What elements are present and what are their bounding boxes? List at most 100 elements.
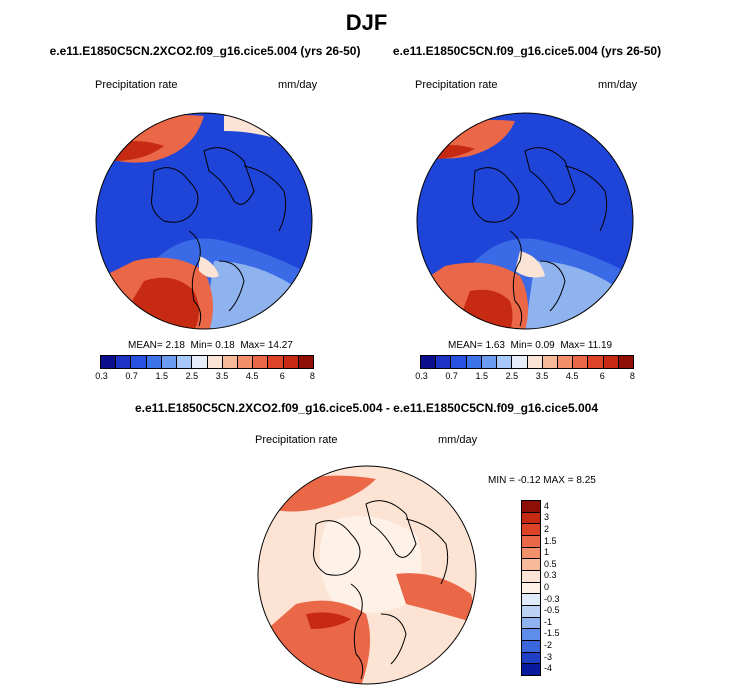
left-polar-map bbox=[94, 111, 314, 331]
left-colorbar-tick-label bbox=[290, 371, 305, 381]
diff-colorbar-tick-label: 0 bbox=[544, 582, 550, 592]
right-colorbar-swatch bbox=[557, 356, 574, 368]
left-colorbar-tick-label: 3.5 bbox=[215, 371, 229, 381]
left-colorbar-swatch bbox=[192, 356, 208, 368]
left-map-coastlines bbox=[151, 147, 287, 327]
right-colorbar-tick-label: 6 bbox=[599, 371, 605, 381]
right-colorbar-swatch bbox=[542, 356, 558, 368]
diff-polar-map bbox=[256, 464, 478, 686]
right-units-label: mm/day bbox=[598, 79, 638, 91]
left-colorbar-ticks: 0.3 0.7 1.5 2.5 3.5 4.5 6 8 bbox=[94, 371, 320, 381]
left-case-title: e.e11.E1850C5CN.2XCO2.f09_g16.cice5.004 … bbox=[49, 44, 361, 58]
right-min-value: 0.09 bbox=[535, 340, 555, 351]
left-colorbar-tick-label bbox=[169, 371, 184, 381]
right-colorbar-tick-label: 4.5 bbox=[565, 371, 579, 381]
right-colorbar-tick-label bbox=[580, 371, 595, 381]
diff-colorbar-swatch bbox=[522, 547, 540, 560]
left-colorbar-swatch bbox=[237, 356, 254, 368]
right-map-coastlines bbox=[472, 147, 608, 327]
right-min-label: Min= bbox=[510, 340, 533, 351]
right-colorbar-ticks: 0.3 0.7 1.5 2.5 3.5 4.5 6 8 bbox=[414, 371, 640, 381]
left-colorbar-swatch bbox=[116, 356, 132, 368]
diff-colorbar-swatch bbox=[522, 641, 540, 653]
diff-colorbar-swatch bbox=[522, 629, 540, 642]
diff-colorbar-tick-label: -2 bbox=[544, 640, 553, 650]
left-min-label: Min= bbox=[190, 340, 213, 351]
diff-stats: MIN = -0.12 MAX = 8.25 bbox=[488, 475, 596, 486]
left-mean-value: 2.18 bbox=[165, 340, 185, 351]
diff-colorbar-tick-label: -4 bbox=[544, 663, 553, 674]
left-units-label: mm/day bbox=[278, 79, 318, 91]
left-colorbar-tick-label: 0.3 bbox=[95, 371, 108, 381]
right-polar-map bbox=[415, 111, 635, 331]
right-max-label: Max= bbox=[560, 340, 586, 351]
left-colorbar-tick-label: 1.5 bbox=[155, 371, 169, 381]
diff-colorbar-tick-label: 0.5 bbox=[544, 558, 557, 569]
left-colorbar-tick-label: 8 bbox=[309, 371, 315, 381]
right-colorbar-swatch bbox=[421, 356, 437, 368]
diff-colorbar-swatch bbox=[522, 536, 540, 548]
left-max-label: Max= bbox=[240, 340, 266, 351]
diff-colorbar-tick-label: 3 bbox=[544, 512, 550, 523]
diff-colorbar-tick-label: -1.5 bbox=[544, 628, 560, 639]
left-colorbar-swatch bbox=[283, 356, 299, 368]
right-stats: MEAN= 1.63 Min= 0.09 Max= 11.19 bbox=[448, 340, 612, 351]
right-colorbar-swatch bbox=[588, 356, 604, 368]
right-variable-label: Precipitation rate bbox=[415, 79, 498, 91]
diff-colorbar-tick-label: -0.5 bbox=[544, 605, 560, 616]
left-colorbar-swatch bbox=[131, 356, 147, 368]
diff-colorbar-swatch bbox=[522, 606, 540, 618]
left-colorbar-tick-label: 6 bbox=[279, 371, 285, 381]
left-colorbar-swatch bbox=[268, 356, 284, 368]
diff-colorbar-swatch bbox=[522, 617, 540, 630]
right-colorbar-swatch bbox=[527, 356, 543, 368]
right-colorbar-swatch bbox=[573, 356, 589, 368]
diff-colorbar-tick-label: -1 bbox=[544, 616, 553, 627]
left-min-value: 0.18 bbox=[215, 340, 235, 351]
diff-colorbar-tick-label: 4 bbox=[544, 500, 550, 511]
diff-variable-label: Precipitation rate bbox=[255, 434, 338, 446]
diff-colorbar-tick-label: 1 bbox=[544, 547, 550, 558]
left-colorbar-tick-label: 0.7 bbox=[125, 371, 138, 381]
right-colorbar-swatch bbox=[618, 356, 634, 368]
diff-map-coastlines bbox=[313, 500, 449, 680]
left-variable-label: Precipitation rate bbox=[95, 79, 178, 91]
left-colorbar-tick-label: 4.5 bbox=[245, 371, 259, 381]
right-colorbar-swatch bbox=[451, 356, 467, 368]
diff-colorbar-swatch bbox=[522, 501, 540, 513]
left-colorbar-tick-label bbox=[199, 371, 214, 381]
left-colorbar-swatch bbox=[253, 356, 269, 368]
left-colorbar-swatch bbox=[177, 356, 193, 368]
diff-colorbar-tick-label: -3 bbox=[544, 651, 553, 662]
right-colorbar-tick-label: 0.3 bbox=[415, 371, 428, 381]
right-colorbar-swatch bbox=[481, 356, 498, 368]
diff-colorbar-swatch bbox=[522, 582, 540, 595]
season-title: DJF bbox=[345, 10, 388, 35]
diff-map-east-increase bbox=[396, 573, 476, 624]
right-map-pale-region bbox=[515, 251, 545, 278]
right-colorbar-tick-label: 8 bbox=[629, 371, 635, 381]
right-colorbar-tick-label: 0.7 bbox=[445, 371, 458, 381]
right-colorbar-swatch bbox=[436, 356, 452, 368]
left-colorbar bbox=[100, 355, 314, 369]
right-mean-label: MEAN= bbox=[448, 340, 483, 351]
right-case-title: e.e11.E1850C5CN.f09_g16.cice5.004 (yrs 2… bbox=[392, 44, 662, 58]
left-colorbar-swatch bbox=[207, 356, 223, 368]
left-colorbar-tick-label: 2.5 bbox=[185, 371, 199, 381]
diff-colorbar-swatch bbox=[522, 664, 540, 676]
left-colorbar-swatch bbox=[161, 356, 178, 368]
diff-colorbar-swatch bbox=[522, 652, 540, 665]
left-colorbar-tick-label bbox=[139, 371, 154, 381]
left-colorbar-swatch bbox=[146, 356, 162, 368]
right-colorbar-tick-label bbox=[429, 371, 444, 381]
left-colorbar-tick-label bbox=[260, 371, 275, 381]
diff-colorbar-tick-label: 2 bbox=[544, 524, 550, 534]
left-stats: MEAN= 2.18 Min= 0.18 Max= 14.27 bbox=[128, 340, 293, 351]
diff-colorbar-swatch bbox=[522, 571, 540, 583]
diff-colorbar-swatch bbox=[522, 559, 540, 572]
left-colorbar-swatch bbox=[222, 356, 238, 368]
left-colorbar-tick-label bbox=[109, 371, 124, 381]
right-colorbar-tick-label bbox=[550, 371, 565, 381]
right-colorbar-tick-label: 1.5 bbox=[475, 371, 489, 381]
right-colorbar bbox=[420, 355, 634, 369]
